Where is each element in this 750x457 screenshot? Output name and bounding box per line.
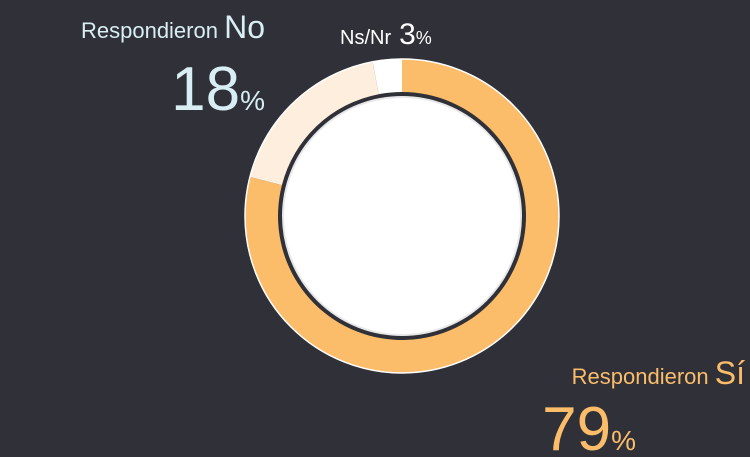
segment-label: Respondieron No	[81, 9, 265, 45]
donut-center	[282, 96, 522, 336]
segment-label: Respondieron Sí	[572, 355, 745, 391]
segment-label: Ns/Nr	[340, 27, 391, 49]
donut-segment	[249, 61, 379, 186]
donut-segment	[372, 59, 402, 95]
donut-outline	[244, 58, 560, 374]
segment-value: 18%	[171, 55, 265, 124]
segment-value: 79%	[542, 395, 636, 457]
segment-value: 3%	[399, 18, 432, 51]
